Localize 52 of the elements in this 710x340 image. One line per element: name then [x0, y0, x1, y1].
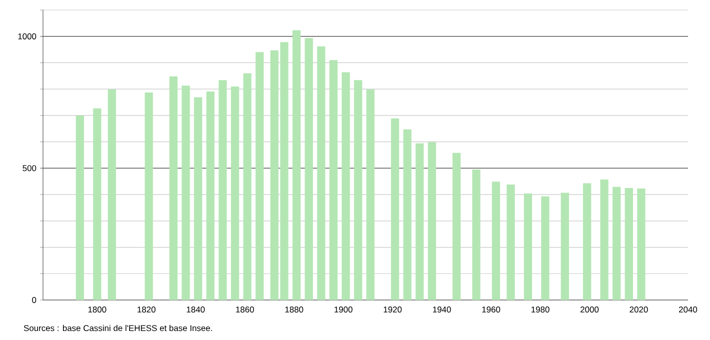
x-tick-label: 1820 — [138, 306, 156, 313]
x-tick-label: 1800 — [88, 306, 106, 313]
bar — [169, 76, 178, 300]
x-tick-label: 1960 — [482, 306, 500, 313]
bar — [366, 89, 374, 300]
bar — [612, 186, 621, 300]
bar — [182, 86, 190, 300]
bar — [243, 73, 252, 300]
bar — [560, 192, 569, 300]
bar — [304, 38, 313, 300]
bar — [452, 152, 461, 300]
x-tick-label: 1920 — [384, 306, 402, 313]
bar — [492, 182, 500, 300]
bar — [354, 80, 362, 300]
bar — [637, 188, 646, 300]
bar — [76, 115, 84, 300]
bar — [342, 72, 350, 300]
bar — [93, 108, 102, 300]
bar — [230, 86, 240, 300]
bar — [541, 196, 550, 300]
bar — [600, 180, 608, 300]
bar — [256, 52, 264, 300]
bar — [403, 129, 412, 300]
y-tick-label: 500 — [22, 165, 36, 172]
x-tick-label: 1880 — [285, 306, 304, 313]
x-tick-label: 2040 — [679, 306, 698, 313]
y-tick-label: 0 — [32, 297, 36, 303]
bar — [144, 92, 153, 300]
bar — [206, 91, 214, 300]
y-tick-label: 1000 — [18, 33, 36, 40]
bar — [194, 97, 202, 300]
bar — [624, 188, 633, 300]
source-note: Sources : base Cassini de l'EHESS et base Insee. — [24, 324, 212, 332]
bar — [472, 169, 480, 300]
bar — [524, 193, 532, 300]
bar — [390, 118, 400, 300]
x-tick-label: 1840 — [186, 306, 205, 313]
x-tick-label: 1940 — [433, 306, 451, 313]
x-tick-label: 2020 — [630, 306, 648, 313]
bar — [428, 142, 436, 300]
bar — [583, 183, 592, 300]
bar — [329, 60, 338, 300]
x-tick-label: 1900 — [334, 306, 352, 313]
bar — [506, 184, 515, 300]
bar — [108, 89, 116, 300]
x-tick-label: 1860 — [236, 306, 254, 313]
bar — [416, 143, 424, 300]
x-tick-label: 1980 — [532, 306, 550, 313]
x-tick-label: 2000 — [580, 306, 599, 313]
bar — [292, 30, 301, 300]
bar — [218, 80, 227, 300]
bar — [317, 46, 326, 300]
